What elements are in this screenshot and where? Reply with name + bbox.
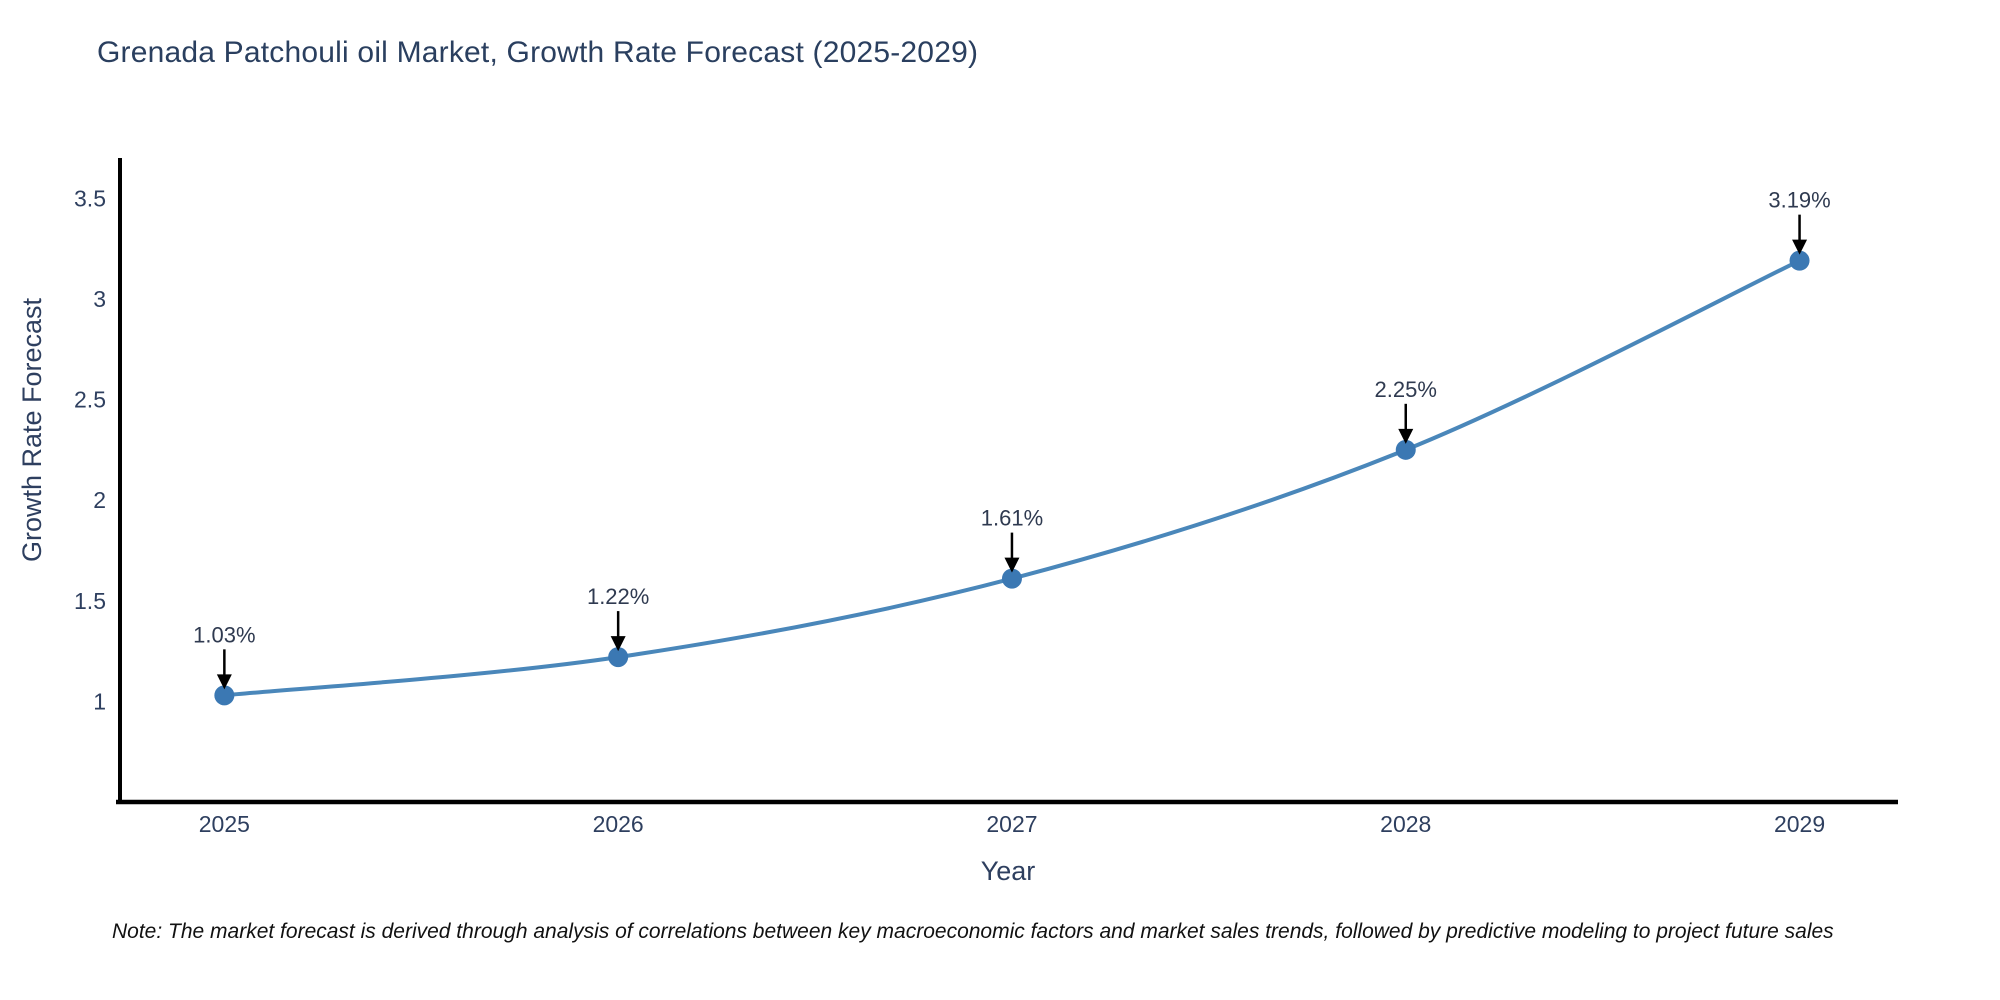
data-point-2029 [1789, 250, 1810, 271]
data-point-2026 [608, 647, 629, 668]
annotation-label: 3.19% [1768, 188, 1830, 213]
data-point-2027 [1001, 568, 1022, 589]
note-text: Note: The market forecast is derived thr… [112, 920, 1834, 943]
x-tick-label: 2028 [1380, 811, 1431, 837]
y-tick-label: 1.5 [74, 588, 106, 614]
y-tick-label: 2 [93, 487, 106, 513]
chart-title: Grenada Patchouli oil Market, Growth Rat… [97, 36, 979, 69]
annotation-arrowhead [1398, 428, 1414, 444]
y-tick-label: 2.5 [74, 387, 106, 413]
annotation-label: 1.61% [981, 506, 1043, 531]
x-tick-label: 2025 [199, 811, 250, 837]
x-axis-label: Year [980, 856, 1036, 886]
y-axis-label: Growth Rate Forecast [17, 297, 47, 563]
x-tick-label: 2027 [986, 811, 1037, 837]
annotation-arrowhead [1792, 239, 1808, 255]
y-tick-label: 3.5 [74, 185, 106, 211]
annotation-label: 1.03% [193, 622, 255, 647]
data-point-2025 [214, 685, 235, 706]
x-tick-label: 2026 [593, 811, 644, 837]
annotation-arrowhead [1004, 557, 1020, 573]
annotation-label: 1.22% [587, 584, 649, 609]
trend-line [222, 258, 1802, 698]
data-point-2028 [1395, 439, 1416, 460]
y-tick-label: 3 [93, 286, 106, 312]
annotation-label: 2.25% [1375, 377, 1437, 402]
annotation-arrowhead [610, 636, 626, 652]
annotation-arrowhead [216, 674, 232, 690]
y-tick-label: 1 [93, 688, 106, 714]
x-tick-label: 2029 [1774, 811, 1825, 837]
